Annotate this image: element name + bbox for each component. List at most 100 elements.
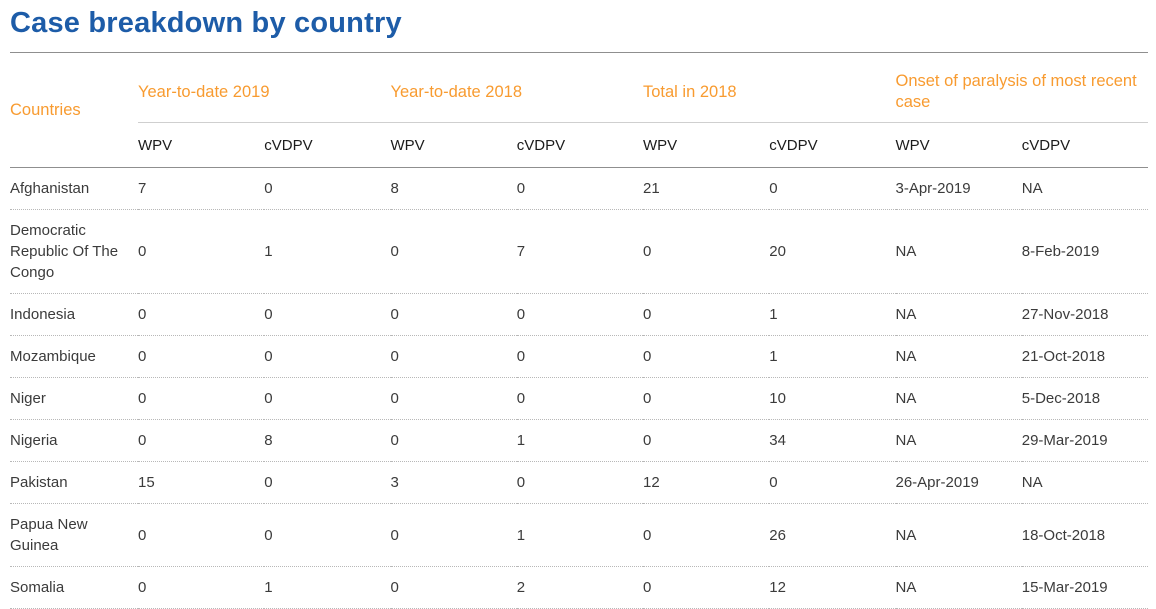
value-cell: 1 (769, 293, 896, 336)
value-cell: 1 (264, 566, 391, 609)
value-cell: NA (895, 377, 1022, 420)
value-cell: 7 (516, 209, 643, 294)
value-cell: 0 (264, 461, 391, 504)
value-cell: 0 (643, 335, 770, 378)
value-cell: 0 (390, 503, 517, 567)
value-cell: 29-Mar-2019 (1021, 419, 1148, 462)
value-cell: 0 (138, 503, 265, 567)
value-cell: 0 (138, 377, 265, 420)
value-cell: 2 (516, 566, 643, 609)
value-cell: NA (895, 335, 1022, 378)
country-cell: Papua New Guinea (10, 503, 138, 567)
value-cell: 0 (138, 293, 265, 336)
value-cell: 0 (138, 566, 265, 609)
table-row-drc: Democratic Republic Of The Congo 0 1 0 7… (10, 209, 1148, 294)
country-cell: Mozambique (10, 335, 138, 378)
value-cell: 0 (769, 167, 896, 210)
value-cell: 27-Nov-2018 (1021, 293, 1148, 336)
value-cell: 1 (264, 209, 391, 294)
subheader-wpv: WPV (895, 122, 1022, 168)
value-cell: 0 (390, 293, 517, 336)
value-cell: 15 (138, 461, 265, 504)
value-cell: 8-Feb-2019 (1021, 209, 1148, 294)
value-cell: 0 (390, 335, 517, 378)
country-cell: Somalia (10, 566, 138, 609)
value-cell: 10 (769, 377, 896, 420)
group-header-total-2018: Total in 2018 (643, 53, 896, 123)
country-cell: Pakistan (10, 461, 138, 504)
group-header-onset-paralysis: Onset of paralysis of most recent case (895, 53, 1148, 123)
value-cell: 0 (390, 566, 517, 609)
value-cell: 7 (138, 167, 265, 210)
table-row-afghanistan: Afghanistan 7 0 8 0 21 0 3-Apr-2019 NA (10, 167, 1148, 210)
country-cell: Nigeria (10, 419, 138, 462)
value-cell: 20 (769, 209, 896, 294)
value-cell: 0 (643, 503, 770, 567)
value-cell: 0 (390, 419, 517, 462)
value-cell: 0 (643, 377, 770, 420)
value-cell: 0 (516, 167, 643, 210)
value-cell: 0 (516, 461, 643, 504)
value-cell: 0 (769, 461, 896, 504)
value-cell: NA (895, 209, 1022, 294)
table-row-papua-new-guinea: Papua New Guinea 0 0 0 1 0 26 NA 18-Oct-… (10, 503, 1148, 567)
countries-column-header: Countries (10, 53, 138, 168)
table-header: Countries Year-to-date 2019 Year-to-date… (10, 53, 1148, 168)
value-cell: 0 (516, 293, 643, 336)
value-cell: 21 (643, 167, 770, 210)
country-cell: Indonesia (10, 293, 138, 336)
case-breakdown-table: Countries Year-to-date 2019 Year-to-date… (10, 53, 1148, 609)
value-cell: 0 (264, 377, 391, 420)
value-cell: NA (1021, 461, 1148, 504)
value-cell: 0 (516, 377, 643, 420)
value-cell: 0 (643, 419, 770, 462)
value-cell: 0 (264, 503, 391, 567)
table-row-somalia: Somalia 0 1 0 2 0 12 NA 15-Mar-2019 (10, 566, 1148, 609)
table-row-pakistan: Pakistan 15 0 3 0 12 0 26-Apr-2019 NA (10, 461, 1148, 504)
group-header-row: Countries Year-to-date 2019 Year-to-date… (10, 53, 1148, 168)
value-cell: NA (895, 566, 1022, 609)
value-cell: 0 (138, 335, 265, 378)
value-cell: 12 (769, 566, 896, 609)
group-header-ytd-2019: Year-to-date 2019 (138, 53, 391, 123)
value-cell: 26-Apr-2019 (895, 461, 1022, 504)
value-cell: 3 (390, 461, 517, 504)
subheader-cvdpv: cVDPV (769, 122, 896, 168)
value-cell: 18-Oct-2018 (1021, 503, 1148, 567)
value-cell: 0 (138, 419, 265, 462)
value-cell: 1 (769, 335, 896, 378)
value-cell: 0 (643, 293, 770, 336)
subheader-cvdpv: cVDPV (264, 122, 391, 168)
value-cell: 0 (264, 335, 391, 378)
country-cell: Afghanistan (10, 167, 138, 210)
value-cell: 0 (264, 293, 391, 336)
subheader-cvdpv: cVDPV (516, 122, 643, 168)
country-cell: Democratic Republic Of The Congo (10, 209, 138, 294)
table-row-mozambique: Mozambique 0 0 0 0 0 1 NA 21-Oct-2018 (10, 335, 1148, 378)
subheader-wpv: WPV (138, 122, 265, 168)
value-cell: 1 (516, 419, 643, 462)
value-cell: 5-Dec-2018 (1021, 377, 1148, 420)
subheader-cvdpv: cVDPV (1021, 122, 1148, 168)
subheader-wpv: WPV (390, 122, 517, 168)
value-cell: 34 (769, 419, 896, 462)
value-cell: 3-Apr-2019 (895, 167, 1022, 210)
subheader-wpv: WPV (643, 122, 770, 168)
table-row-nigeria: Nigeria 0 8 0 1 0 34 NA 29-Mar-2019 (10, 419, 1148, 462)
value-cell: 15-Mar-2019 (1021, 566, 1148, 609)
value-cell: NA (895, 293, 1022, 336)
page-title: Case breakdown by country (10, 0, 1148, 53)
value-cell: 0 (643, 209, 770, 294)
sub-header-row: WPV cVDPV WPV cVDPV WPV cVDPV WPV cVDPV (10, 122, 1148, 168)
value-cell: 26 (769, 503, 896, 567)
value-cell: 0 (516, 335, 643, 378)
value-cell: 0 (264, 167, 391, 210)
group-header-ytd-2018: Year-to-date 2018 (390, 53, 643, 123)
value-cell: NA (895, 503, 1022, 567)
value-cell: 8 (264, 419, 391, 462)
value-cell: 0 (390, 377, 517, 420)
table-body: Afghanistan 7 0 8 0 21 0 3-Apr-2019 NA D… (10, 167, 1148, 609)
table-row-indonesia: Indonesia 0 0 0 0 0 1 NA 27-Nov-2018 (10, 293, 1148, 336)
value-cell: 0 (138, 209, 265, 294)
